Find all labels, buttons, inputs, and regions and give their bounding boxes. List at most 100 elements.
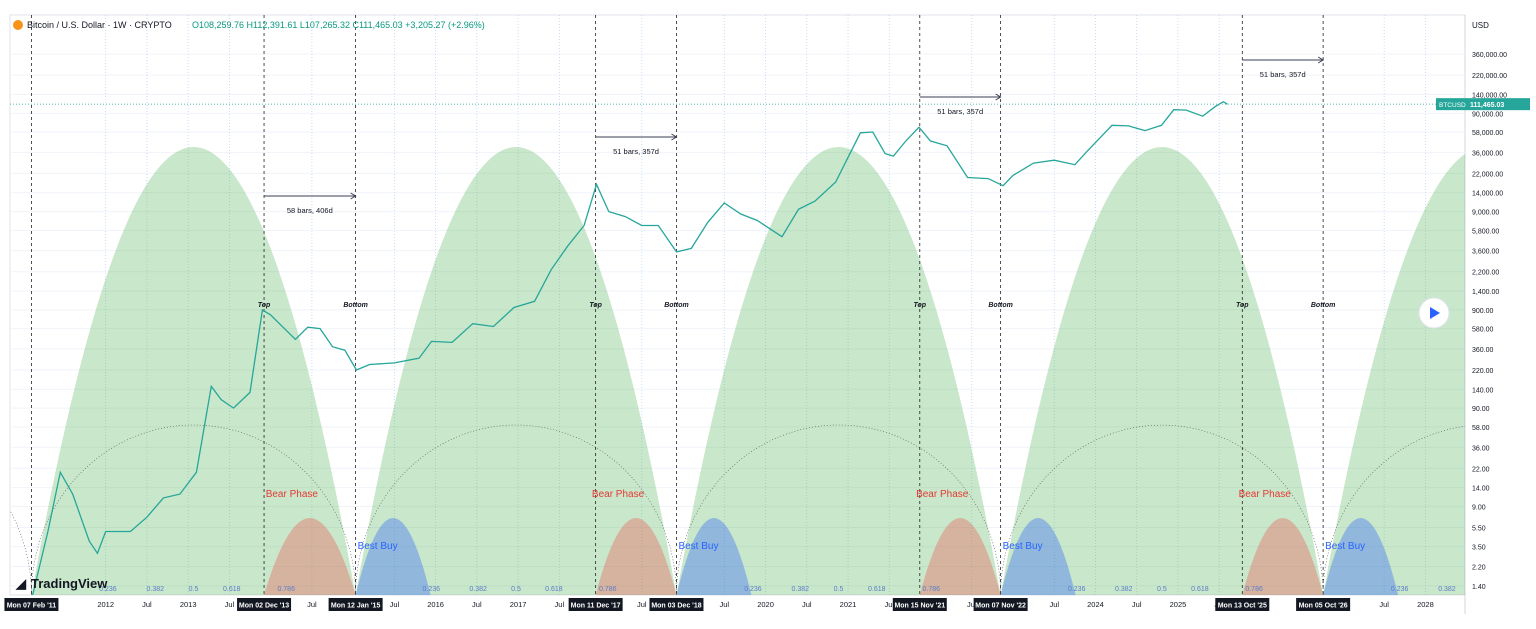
fib-label: 0.786 (277, 586, 295, 593)
y-tick-label: 140,000.00 (1472, 92, 1507, 99)
top-label: Top (258, 302, 271, 309)
x-tick-label: 2017 (510, 600, 527, 609)
y-tick-label: 9,000.00 (1472, 210, 1499, 217)
y-tick-label: 3,600.00 (1472, 249, 1499, 256)
bear-label: Bear Phase (916, 489, 969, 500)
y-tick-label: 220,000.00 (1472, 73, 1507, 80)
arrow-head (671, 133, 678, 141)
axes: 360,000.00 220,000.00 140,000.00 90,000.00 5… (4, 52, 1530, 611)
x-tick-label: Jul (1049, 600, 1059, 609)
event-date-box (4, 598, 59, 611)
event-date: Mon 15 Nov '21 (894, 603, 945, 610)
half-circle (31, 424, 356, 595)
y-tick-label: 36.00 (1472, 445, 1490, 452)
event-date: Mon 13 Oct '25 (1218, 603, 1267, 610)
buy-bell (1000, 518, 1076, 595)
play-icon (1430, 307, 1440, 319)
y-tick-label: 58.00 (1472, 425, 1490, 432)
event-date: Mon 07 Feb '11 (7, 603, 57, 610)
y-tick-label: 5.50 (1472, 525, 1486, 532)
x-tick-label: 2028 (1417, 600, 1434, 609)
brand-logo: ◢ (15, 576, 27, 591)
x-tick-label: Jul (967, 600, 977, 609)
event-date: Mon 05 Oct '26 (1299, 603, 1348, 610)
y-tick-label: 3.50 (1472, 545, 1486, 552)
fib-label: 0.5 (1157, 586, 1167, 593)
price-line (31, 100, 1228, 595)
bear-bell (264, 518, 356, 595)
event-date-box (892, 598, 947, 611)
arrow-head (350, 192, 357, 200)
fib-label: 0.786 (922, 586, 940, 593)
fib-label: 0.5 (834, 586, 844, 593)
fib-label: 0.382 (469, 586, 487, 593)
fib-label: 0.786 (1245, 586, 1263, 593)
event-date: Mon 07 Nov '22 (975, 603, 1026, 610)
fib-label: 0.618 (545, 586, 563, 593)
cycle-arc (355, 147, 677, 595)
x-tick-label: Jul (720, 600, 730, 609)
event-date-box (1215, 598, 1270, 611)
y-tick-label: 220.00 (1472, 368, 1494, 375)
cycle-arc (31, 147, 356, 595)
price-tag-value: 111,465.03 (1470, 102, 1504, 109)
event-date-box (328, 598, 383, 611)
bear-label: Bear Phase (266, 489, 319, 500)
measure-label: 51 bars, 357d (613, 147, 659, 156)
bear-bell (595, 518, 677, 595)
x-tick-label: 2021 (840, 600, 857, 609)
event-date-box (568, 598, 623, 611)
bottom-label: Bottom (988, 302, 1013, 309)
x-tick-label: Jul (225, 600, 235, 609)
y-tick-label: 1.40 (1472, 584, 1486, 591)
x-tick-label: 2016 (427, 600, 444, 609)
y-tick-label: 2,200.00 (1472, 270, 1499, 277)
event-date: Mon 12 Jan '15 (331, 603, 381, 610)
y-tick-label: 360.00 (1472, 347, 1494, 354)
buy-bell (355, 518, 431, 595)
event-date-box (237, 598, 292, 611)
x-tick-label: 2020 (757, 600, 774, 609)
y-tick-label: 36,000.00 (1472, 150, 1503, 157)
price-tag (1436, 98, 1530, 111)
half-circle (1000, 424, 1324, 595)
arrow-head (995, 93, 1002, 101)
event-date: Mon 03 Dec '18 (651, 603, 701, 610)
event-date-box (649, 598, 704, 611)
fib-label: 0.382 (1115, 586, 1133, 593)
currency: USD (1472, 21, 1489, 30)
brand: TradingView (31, 576, 108, 591)
buy-label: Best Buy (1003, 541, 1043, 552)
ohlc: O108,259.76 H112,391.61 L107,265.32 C111… (192, 20, 485, 30)
bottom-label: Bottom (343, 302, 368, 309)
fib-label: 0.618 (223, 586, 241, 593)
y-tick-label: 22.00 (1472, 466, 1490, 473)
x-tick-label: 2024 (1087, 600, 1104, 609)
y-tick-label: 900.00 (1472, 308, 1494, 315)
bottom-label: Bottom (664, 302, 689, 309)
x-tick-label: Jul (1379, 600, 1389, 609)
x-tick-label: Jul (637, 600, 647, 609)
measure-label: 51 bars, 357d (1260, 70, 1306, 79)
y-tick-label: 14.00 (1472, 486, 1490, 493)
half-circle (676, 425, 1001, 595)
y-tick-label: 360,000.00 (1472, 52, 1507, 59)
plot-foreground: Top Bottom Bear Phase Best Buy 58 bars, 406d… (10, 15, 1465, 595)
x-tick-label: Jul (390, 600, 400, 609)
y-tick-label: 22,000.00 (1472, 171, 1503, 178)
buy-label: Best Buy (1325, 541, 1365, 552)
top-label: Top (1236, 302, 1249, 309)
measure-label: 58 bars, 406d (287, 206, 333, 215)
y-tick-label: 2.20 (1472, 565, 1486, 572)
event-date-box (973, 598, 1028, 611)
buy-label: Best Buy (358, 541, 398, 552)
fib-label: 0.5 (511, 586, 521, 593)
x-tick-label: Jul (802, 600, 812, 609)
fib-label: 0.618 (868, 586, 886, 593)
fib-label: 0.236 (99, 586, 117, 593)
bottom-label: Bottom (1311, 302, 1336, 309)
fib-label: 0.236 (423, 586, 441, 593)
y-tick-label: 14,000.00 (1472, 191, 1503, 198)
fib-label: 0.382 (792, 586, 810, 593)
fib-label: 0.382 (147, 586, 165, 593)
